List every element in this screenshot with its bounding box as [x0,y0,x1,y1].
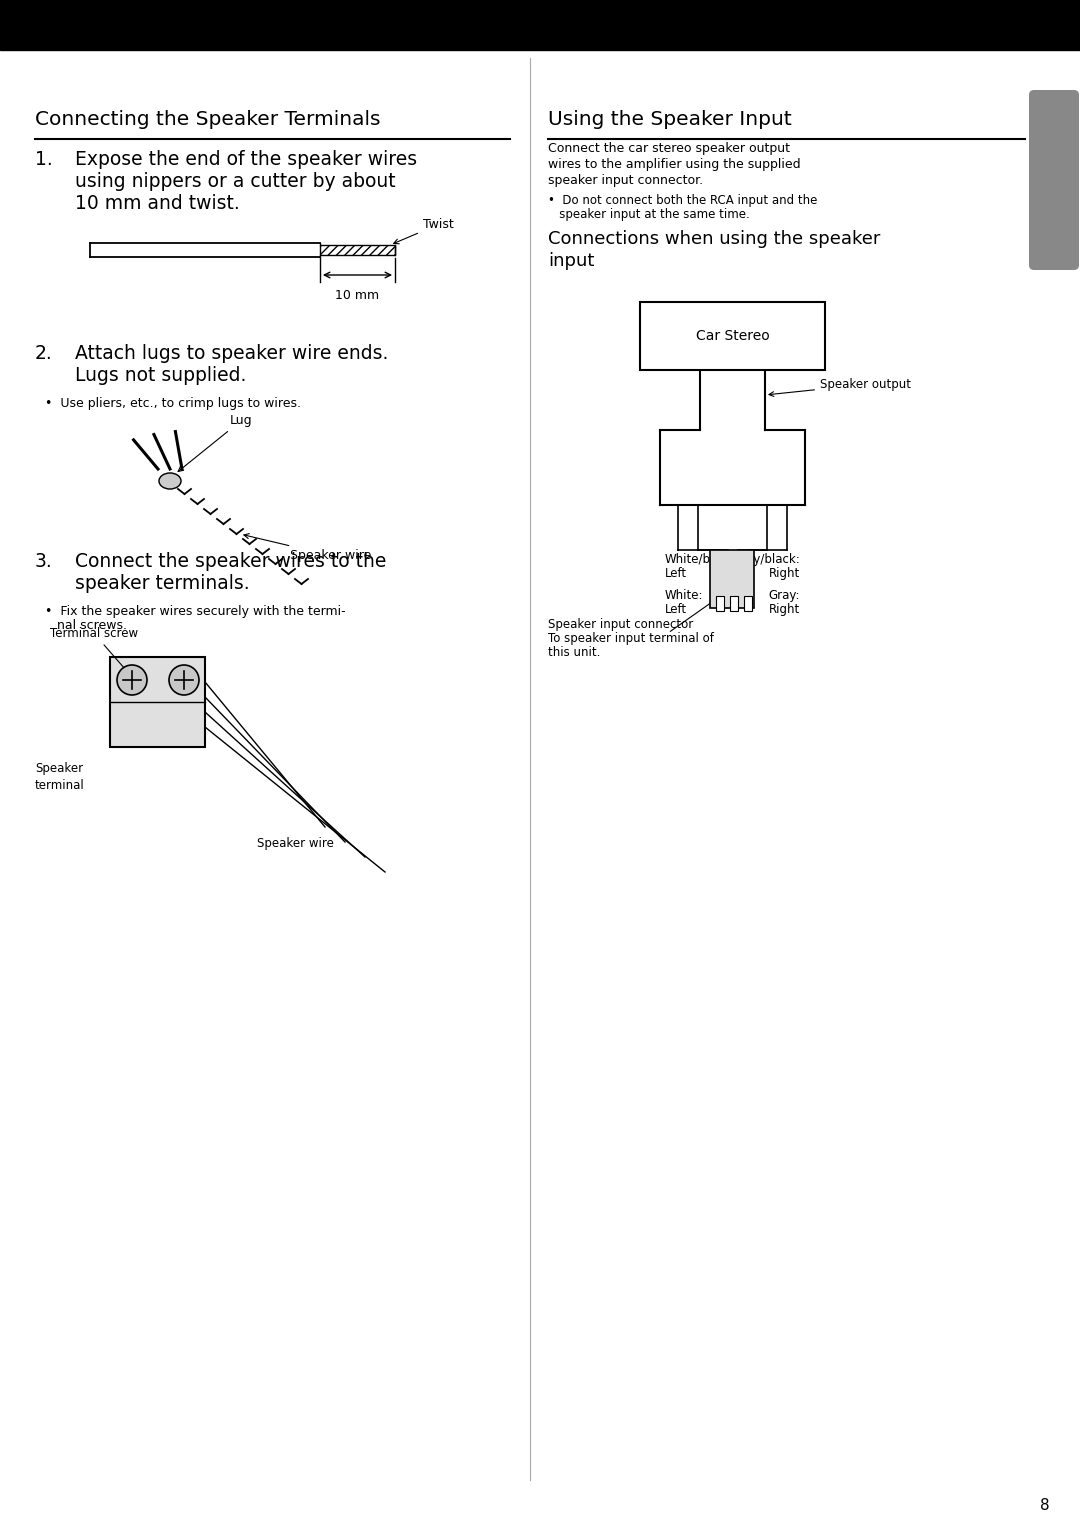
Text: Speaker input connector: Speaker input connector [548,618,693,632]
Text: To speaker input terminal of: To speaker input terminal of [548,632,714,645]
Text: Car Stereo: Car Stereo [696,330,769,343]
Text: Left: Left [665,567,687,579]
Text: Right: Right [769,567,800,579]
Text: Connect the car stereo speaker output: Connect the car stereo speaker output [548,143,789,155]
Text: 3.: 3. [35,552,53,570]
Text: •  Fix the speaker wires securely with the termi-: • Fix the speaker wires securely with th… [45,606,346,618]
Text: Twist: Twist [394,218,454,244]
Circle shape [168,665,199,694]
Circle shape [117,665,147,694]
Text: Gray/black:: Gray/black: [732,553,800,566]
Text: this unit.: this unit. [548,645,600,659]
Text: Speaker wire: Speaker wire [244,533,372,563]
Text: Speaker output: Speaker output [769,379,912,397]
Text: Left: Left [665,602,687,616]
Bar [0,0,1080,51]
Text: •  Do not connect both the RCA input and the: • Do not connect both the RCA input and … [548,195,818,207]
Text: Using the Speaker Input: Using the Speaker Input [548,110,792,129]
Text: 10 mm: 10 mm [336,290,379,302]
Text: wires to the amplifier using the supplied: wires to the amplifier using the supplie… [548,158,800,172]
Text: 1.: 1. [35,150,53,169]
Bar [730,596,738,612]
Ellipse shape [159,474,181,489]
Bar [640,302,825,369]
Bar [744,596,752,612]
Text: 2.: 2. [35,343,53,363]
Text: speaker input at the same time.: speaker input at the same time. [548,208,750,221]
Text: Speaker wire: Speaker wire [257,837,334,849]
Text: Speaker
terminal: Speaker terminal [35,762,84,793]
Text: •  Use pliers, etc., to crimp lugs to wires.: • Use pliers, etc., to crimp lugs to wir… [45,397,301,409]
Text: Right: Right [769,602,800,616]
Text: speaker input connector.: speaker input connector. [548,175,703,187]
FancyBboxPatch shape [1029,90,1079,270]
Text: Lugs not supplied.: Lugs not supplied. [75,366,246,385]
Text: 10 mm and twist.: 10 mm and twist. [75,195,240,213]
Bar [320,245,395,254]
Text: Lug: Lug [178,414,253,472]
Text: Gray:: Gray: [769,589,800,602]
Bar [710,550,754,609]
Text: input: input [548,251,594,270]
Text: nal screws.: nal screws. [45,619,127,632]
Text: using nippers or a cutter by about: using nippers or a cutter by about [75,172,395,192]
Text: Connecting the Speaker Terminals: Connecting the Speaker Terminals [35,110,380,129]
Text: Connect the speaker wires to the: Connect the speaker wires to the [75,552,387,570]
Text: speaker terminals.: speaker terminals. [75,573,249,593]
Text: Connections when using the speaker: Connections when using the speaker [548,230,880,248]
Text: White/black:: White/black: [665,553,739,566]
Text: 8: 8 [1040,1498,1050,1513]
Text: Attach lugs to speaker wire ends.: Attach lugs to speaker wire ends. [75,343,389,363]
Text: Terminal screw: Terminal screw [50,627,138,675]
Text: White:: White: [665,589,703,602]
Bar [110,658,205,747]
Text: ENGLISH: ENGLISH [1047,146,1061,215]
Bar [716,596,724,612]
Text: Expose the end of the speaker wires: Expose the end of the speaker wires [75,150,417,169]
